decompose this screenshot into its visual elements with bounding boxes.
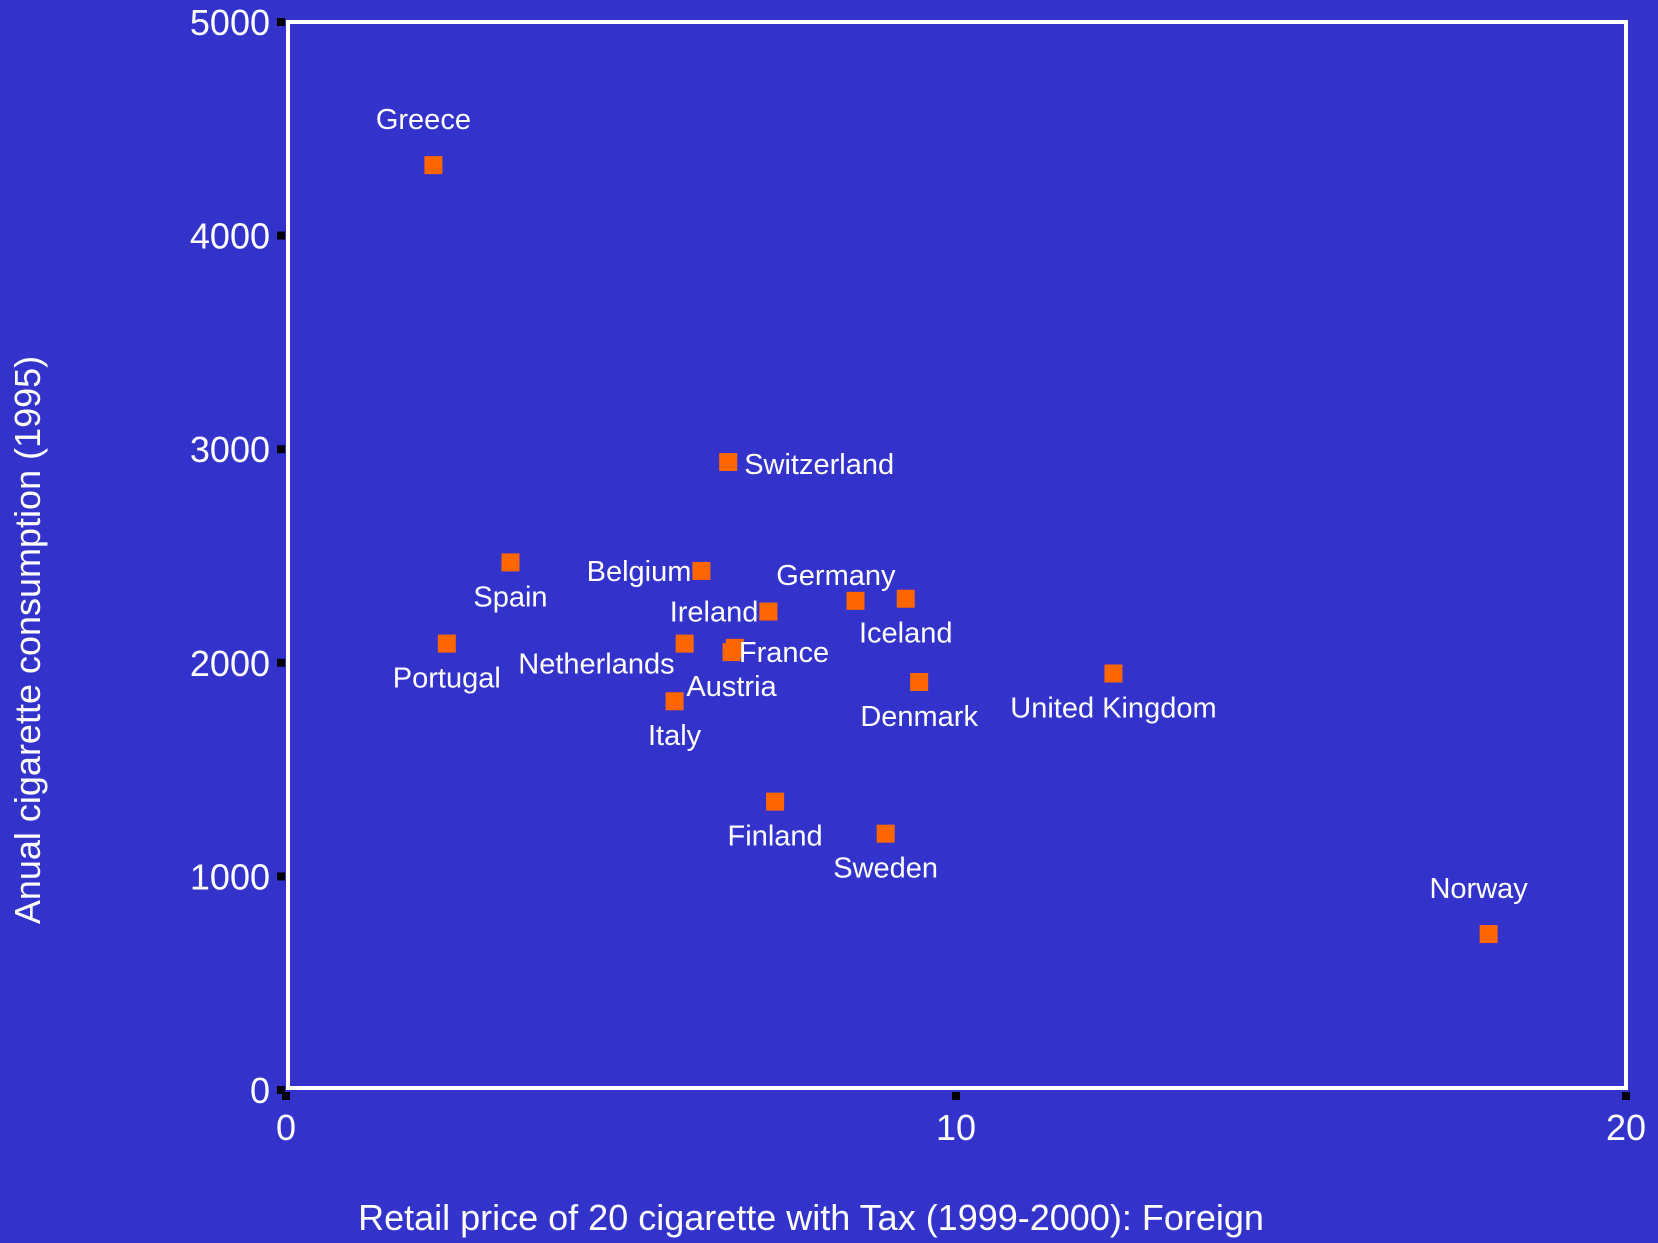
x-axis-title: Retail price of 20 cigarette with Tax (1… (358, 1197, 1264, 1238)
plot-frame (286, 20, 1628, 1090)
data-point-marker (665, 692, 684, 711)
y-tick-mark (277, 18, 285, 26)
data-point-label: Belgium (587, 556, 692, 588)
y-tick-label: 3000 (190, 429, 270, 470)
data-point-marker (876, 824, 895, 843)
data-point-label: Switzerland (744, 449, 894, 481)
data-point-label: Ireland (670, 597, 759, 629)
data-point-marker (910, 673, 929, 692)
point-labels: Greece Spain Portugal Switzerland Belgium Ire… (376, 104, 1528, 905)
data-points (424, 156, 1498, 944)
y-tick-label: 2000 (190, 643, 270, 684)
data-point-label: France (739, 637, 829, 669)
data-point-marker (1479, 925, 1498, 944)
data-point-label: Spain (473, 581, 547, 613)
y-tick-mark (277, 445, 285, 454)
y-tick-mark (277, 872, 285, 881)
y-tick-label: 4000 (190, 216, 270, 257)
data-point-marker (692, 561, 711, 580)
axis-ticks: 0 1000 2000 3000 4000 5000 0 10 20 (190, 2, 1646, 1148)
data-point-marker (719, 453, 738, 472)
y-tick-label: 1000 (190, 856, 270, 897)
data-point-label: Finland (728, 821, 823, 853)
data-point-marker (1104, 664, 1123, 683)
data-point-marker (675, 634, 694, 653)
y-tick-mark (277, 658, 285, 667)
data-point-marker (846, 591, 865, 610)
data-point-label: Greece (376, 104, 471, 136)
data-point-label: Austria (686, 671, 777, 703)
data-point-label: Norway (1429, 873, 1528, 905)
y-tick-label: 5000 (190, 2, 270, 43)
data-point-label: United Kingdom (1010, 692, 1216, 724)
y-tick-mark (277, 1086, 285, 1094)
y-tick-label: 0 (250, 1070, 270, 1111)
x-tick-label: 0 (276, 1107, 296, 1148)
x-tick-mark (282, 1092, 290, 1100)
x-tick-label: 20 (1606, 1107, 1646, 1148)
x-tick-label: 10 (936, 1107, 976, 1148)
data-point-label: Iceland (859, 618, 953, 650)
data-point-marker (437, 634, 456, 653)
x-tick-mark (952, 1092, 960, 1100)
data-point-label: Portugal (393, 663, 501, 695)
data-point-marker (424, 156, 443, 175)
data-point-label: Italy (648, 720, 702, 752)
data-point-marker (501, 553, 520, 572)
y-tick-mark (277, 231, 285, 240)
data-point-label: Germany (776, 560, 896, 592)
data-point-marker (722, 643, 741, 662)
y-axis-title: Anual cigarette consumption (1995) (7, 356, 48, 924)
data-point-marker (896, 589, 915, 608)
data-point-label: Sweden (833, 853, 938, 885)
data-point-marker (766, 792, 785, 811)
data-point-marker (759, 602, 778, 621)
data-point-label: Denmark (860, 701, 978, 733)
x-tick-mark (1622, 1092, 1630, 1100)
data-point-label: Netherlands (518, 649, 674, 681)
